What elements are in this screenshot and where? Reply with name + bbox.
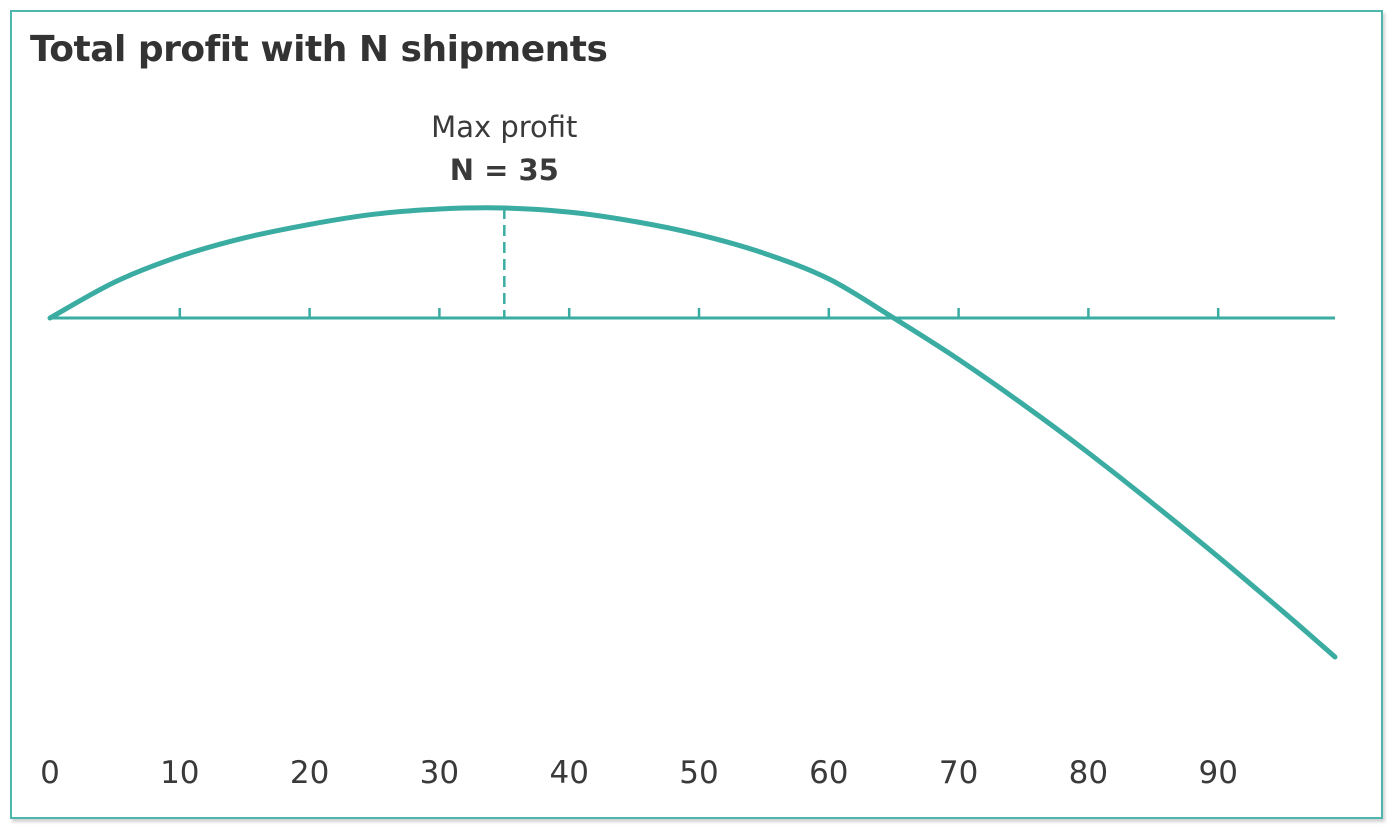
chart-title: Total profit with N shipments: [30, 29, 608, 70]
chart-frame: Total profit with N shipments: [10, 10, 1383, 819]
x-tick-label: 20: [290, 755, 329, 791]
x-tick-label: 10: [160, 755, 199, 791]
x-tick-label: 70: [939, 755, 978, 791]
x-tick-label: 40: [549, 755, 588, 791]
x-tick-label: 50: [679, 755, 718, 791]
x-tick-label: 30: [420, 755, 459, 791]
x-tick-label: 0: [40, 755, 60, 791]
x-tick-label: 60: [809, 755, 848, 791]
x-tick-label: 80: [1069, 755, 1108, 791]
x-tick-label: 90: [1198, 755, 1237, 791]
annotation-label: Max profit: [431, 110, 577, 144]
profit-line: [47, 205, 1338, 660]
annotation-value: N = 35: [450, 153, 559, 187]
